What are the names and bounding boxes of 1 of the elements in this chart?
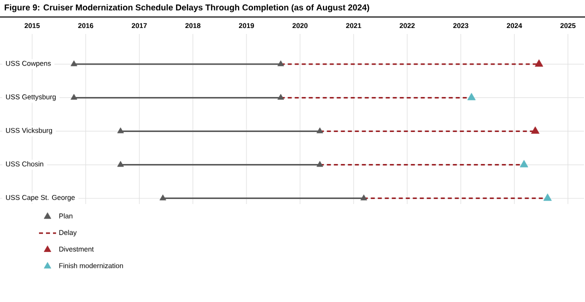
- chart-title: Figure 9: Cruiser Modernization Schedule Delays Through Completion (as of August 2024): [4, 4, 370, 12]
